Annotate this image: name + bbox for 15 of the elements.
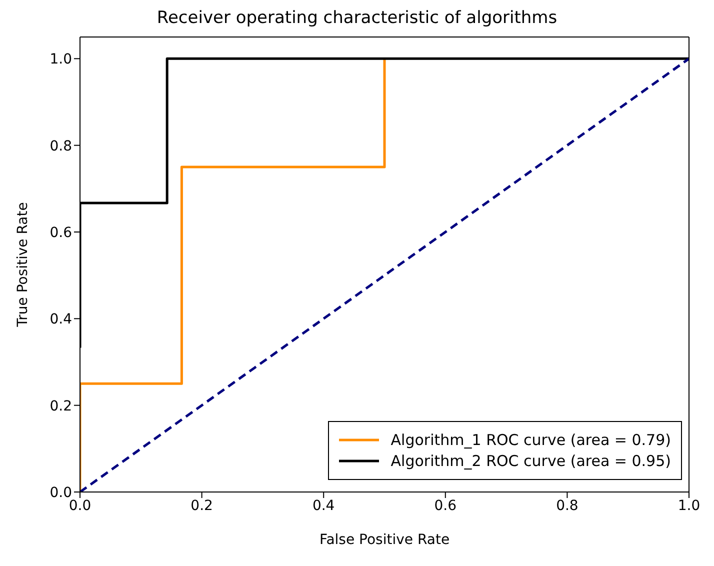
legend-label: Algorithm_1 ROC curve (area = 0.79) — [390, 431, 671, 449]
y-tick-label: 0.4 — [50, 312, 72, 328]
y-tick-label: 0.8 — [50, 138, 72, 154]
x-tick-label: 0.8 — [556, 498, 578, 514]
y-axis-title: True Positive Rate — [14, 202, 31, 328]
x-tick-label: 0.6 — [434, 498, 457, 514]
legend-label: Algorithm_2 ROC curve (area = 0.95) — [390, 452, 671, 470]
y-tick-label: 0.6 — [50, 224, 72, 241]
y-tick-label: 0.2 — [50, 398, 72, 414]
chart-title: Receiver operating characteristic of algorithms — [156, 8, 558, 28]
x-tick-label: 0.4 — [312, 498, 335, 514]
x-tick-label: 1.0 — [678, 498, 700, 514]
x-tick-label: 0.2 — [190, 498, 213, 514]
x-axis-title: False Positive Rate — [319, 532, 450, 548]
y-tick-label: 1.0 — [50, 52, 72, 68]
